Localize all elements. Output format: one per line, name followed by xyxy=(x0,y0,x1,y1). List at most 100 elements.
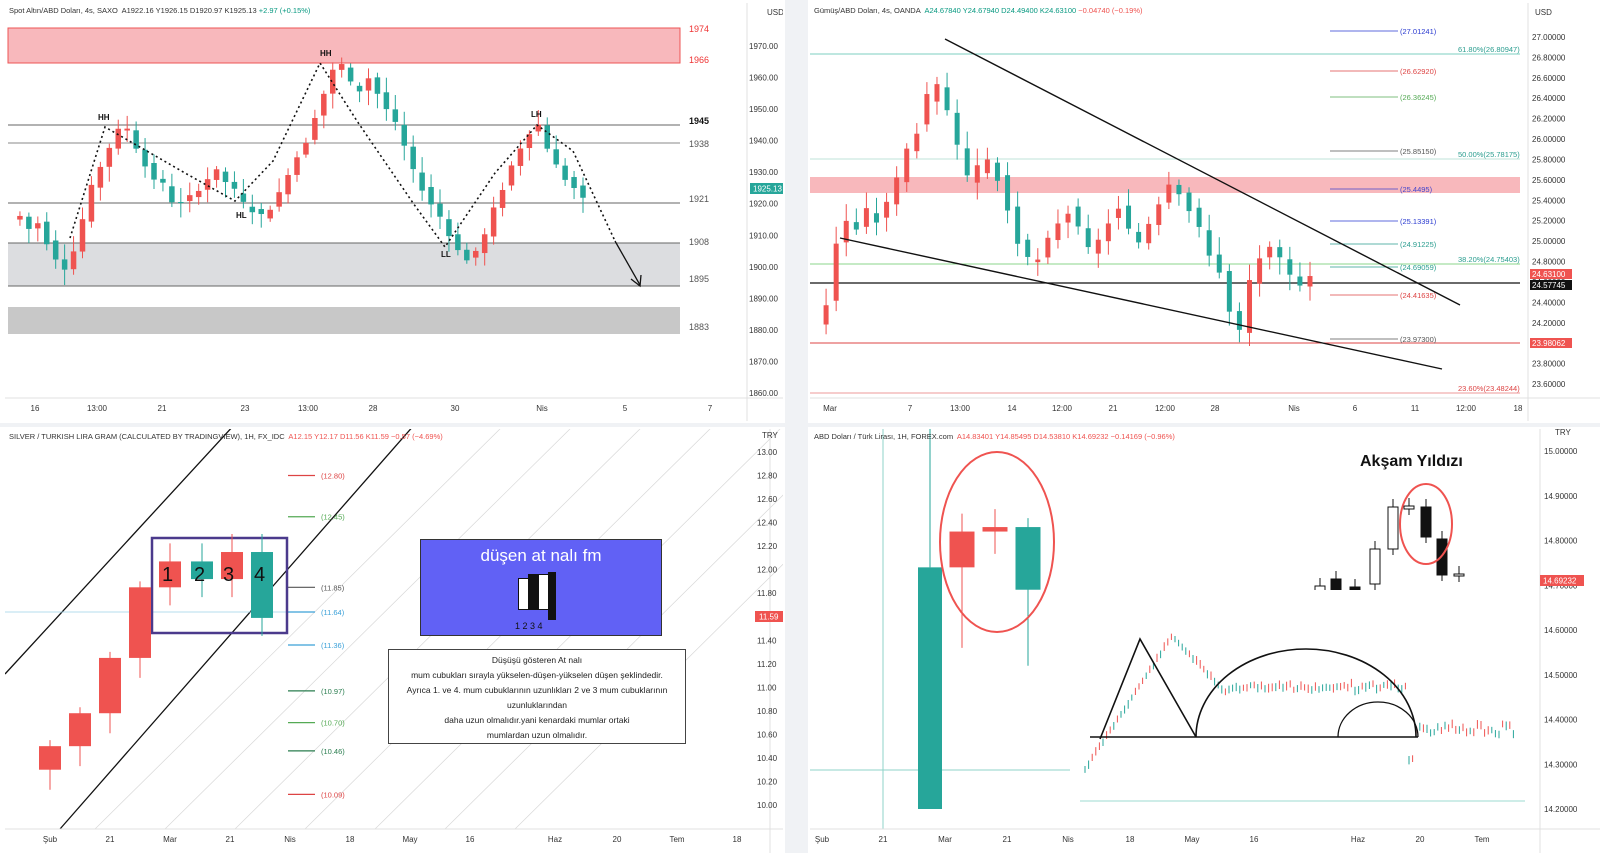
x-tick-label: 7 xyxy=(908,404,913,413)
silver-candle xyxy=(1307,276,1313,287)
gold-candle xyxy=(580,185,586,198)
silver-candle xyxy=(1126,205,1132,229)
silver-candle xyxy=(1055,223,1061,241)
explanation-line: daha uzun olmalıdır.yani kenardaki mumla… xyxy=(444,715,630,725)
silver-chart-panel[interactable]: 61.80%(26.80947) 50.00%(25.78175) 38.20%… xyxy=(810,3,1600,421)
silver-candle xyxy=(1146,223,1152,244)
trendline-upper xyxy=(944,38,1461,306)
fib-level-label: (10.70) xyxy=(321,719,345,728)
x-tick-label: 21 xyxy=(106,835,115,844)
silver-candle xyxy=(1206,230,1212,256)
x-tick-label: Nis xyxy=(536,404,548,413)
y-tick-label: 12.60 xyxy=(757,495,778,504)
currency-label: USD xyxy=(1535,8,1552,17)
gold-candle xyxy=(79,219,86,252)
fib-mid-label: (24.41635) xyxy=(1400,291,1437,300)
gold-candle xyxy=(195,190,202,198)
x-tick-label: 13:00 xyxy=(298,404,319,413)
pattern-info-title: düşen at nalı fm xyxy=(480,546,602,565)
gold-candles xyxy=(17,57,586,286)
usdtry-chart-panel[interactable]: Akşam Yıldızı TRY 15.00000 14.90000 14.800… xyxy=(810,429,1600,853)
gold-candle xyxy=(562,165,568,180)
silver-candle xyxy=(914,133,920,152)
silver-candle xyxy=(1045,237,1051,258)
fib-mid-label: (24.69059) xyxy=(1400,263,1437,272)
silver-try-candle xyxy=(251,552,273,618)
y-tick-label: 10.80 xyxy=(757,707,778,716)
gold-candle xyxy=(61,259,68,270)
currency-label: TRY xyxy=(1555,429,1572,437)
silver-try-candle xyxy=(99,657,121,714)
fib-mid-label: (25.13391) xyxy=(1400,217,1437,226)
x-tick-label: 18 xyxy=(1126,835,1135,844)
explanation-line: mumlardan uzun olmalıdır. xyxy=(486,730,588,740)
y-tick-label: 26.40000 xyxy=(1532,94,1566,103)
mini-candle-numbers: 1 2 3 4 xyxy=(515,621,543,631)
candle-number: 2 xyxy=(194,564,205,586)
gold-candle xyxy=(374,77,381,94)
gold-candle xyxy=(70,251,77,270)
pattern-info-box: düşen at nalı fm 1 2 3 4 xyxy=(420,539,662,636)
channel-line-parallel xyxy=(514,563,783,830)
y-tick-label: 24.80000 xyxy=(1532,258,1566,267)
y-tick-label: 12.40 xyxy=(757,519,778,528)
explanation-line: Düşüşü gösteren At nalı xyxy=(491,655,583,665)
y-tick-label: 14.20000 xyxy=(1544,805,1578,814)
y-tick-label: 1900.00 xyxy=(749,263,778,272)
gold-chart-panel[interactable]: HH HL HH LL LH 1974 1966 1945 1938 1921 … xyxy=(5,3,783,421)
x-tick-label: May xyxy=(402,835,417,844)
silver-candle xyxy=(1226,271,1232,312)
chart-header: ABD Doları / Türk Lirası, 1H, FOREX.com … xyxy=(814,432,1175,441)
silver-candle xyxy=(1005,175,1011,211)
mini-candle xyxy=(1387,506,1399,550)
trendline-lower xyxy=(839,237,1443,370)
x-tick-label: 7 xyxy=(708,404,713,413)
silver-candle xyxy=(964,148,970,176)
swing-label: HL xyxy=(236,211,247,220)
silver-try-chart-panel[interactable]: (12.80) (12.45) (11.85) (11.64) (11.36) (10.9… xyxy=(5,429,783,853)
mini-candle xyxy=(1403,505,1415,510)
price-tag xyxy=(1530,280,1572,290)
big-candle xyxy=(918,567,942,809)
y-tick-label: 1940.00 xyxy=(749,137,778,146)
fib-level-label: (10.97) xyxy=(321,687,345,696)
gold-candle xyxy=(17,215,23,220)
silver-candle xyxy=(1277,247,1283,258)
x-tick-label: 13:00 xyxy=(87,404,108,413)
currency-label: TRY xyxy=(762,431,779,440)
fib-label: 23.60%(23.48244) xyxy=(1458,384,1520,393)
silver-try-svg: (12.80) (12.45) (11.85) (11.64) (11.36) (10.9… xyxy=(5,429,783,853)
x-tick-label: 16 xyxy=(1250,835,1259,844)
y-tick-label: 1910.00 xyxy=(749,231,778,240)
y-tick-label: 24.20000 xyxy=(1532,319,1566,328)
pattern-title: Akşam Yıldızı xyxy=(1360,453,1463,470)
silver-candle xyxy=(843,220,849,243)
explanation-line: uzunluklarından xyxy=(506,700,567,710)
swing-label: HH xyxy=(98,113,110,122)
silver-candle xyxy=(994,162,1000,181)
gold-candle xyxy=(222,171,229,183)
silver-candle xyxy=(1105,223,1111,242)
y-tick-label: 10.00 xyxy=(757,801,778,810)
inset-dome xyxy=(1195,648,1417,738)
gold-candle xyxy=(338,64,345,70)
gold-candle xyxy=(213,169,220,180)
y-tick-label: 26.60000 xyxy=(1532,74,1566,83)
panel-separator xyxy=(785,0,808,853)
x-tick-label: Mar xyxy=(823,404,837,413)
x-tick-label: 21 xyxy=(226,835,235,844)
silver-candle xyxy=(853,222,859,230)
fib-level-label: (10.46) xyxy=(321,747,345,756)
level-label: 1938 xyxy=(689,139,709,149)
silver-try-candle xyxy=(69,713,91,747)
fib-level-label: (11.64) xyxy=(321,608,345,617)
silver-candle xyxy=(1085,228,1091,248)
silver-candle xyxy=(1236,311,1242,330)
level-label: 1945 xyxy=(689,116,709,126)
silver-candle xyxy=(1247,280,1253,333)
x-tick-label: Mar xyxy=(938,835,952,844)
price-tag-label: 23.98062 xyxy=(1532,339,1566,348)
y-tick-label: 1970.00 xyxy=(749,42,778,51)
gold-candle xyxy=(124,128,130,131)
silver-candle xyxy=(904,148,910,183)
